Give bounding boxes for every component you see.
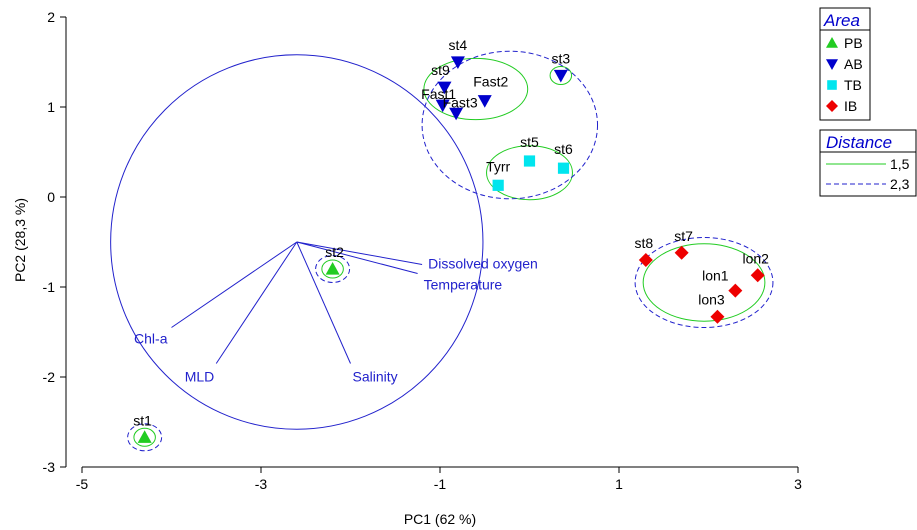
x-tick-label: -5 [76,476,89,492]
point-label: st2 [325,244,344,260]
y-tick-label: -3 [43,459,56,475]
y-tick-label: -1 [43,279,56,295]
distance-contour-2-3 [634,237,774,328]
point-label: st4 [449,37,468,53]
marker-triangle-down [826,59,838,70]
legend-area-label: PB [844,35,863,51]
marker-triangle-up [325,262,340,275]
legend-distance-title: Distance [826,133,892,152]
marker-square [557,162,570,174]
x-tick-label: 1 [615,476,623,492]
distance-contour-1-5 [321,259,344,279]
point-label: lon3 [698,292,725,308]
point-label: st1 [133,412,152,428]
x-tick-label: -1 [434,476,447,492]
marker-triangle-down [437,81,452,95]
distance-contour-2-3 [127,423,163,452]
marker-triangle-down [449,107,464,121]
y-axis-label: PC2 (28,3 %) [12,198,28,282]
distance-contour-1-5 [549,66,573,85]
point-label: Fast2 [473,74,508,90]
legend-area-title: Area [823,11,860,30]
vector-line [215,241,298,364]
vector-line [296,241,351,364]
vector-label: Salinity [353,369,398,385]
legend-area-label: IB [844,98,857,114]
y-tick-label: 0 [47,189,55,205]
point-label: Tyrr [486,158,510,174]
point-label: st6 [554,141,573,157]
marker-diamond [826,100,838,112]
vector-label: Temperature [424,277,503,293]
y-tick-label: -2 [43,369,56,385]
vector-label: Chl-a [134,331,168,347]
vector-label: MLD [185,369,215,385]
distance-contour-2-3 [421,50,599,200]
correlation-circle [110,54,484,430]
vector-line [296,241,423,265]
point-label: st9 [431,62,450,78]
x-tick-label: 3 [794,476,802,492]
legend-distance-box [819,151,917,197]
x-axis-label: PC1 (62 %) [404,511,476,527]
marker-triangle-down [450,56,465,69]
point-label: st5 [520,134,539,150]
marker-square [523,155,536,167]
marker-diamond [728,283,743,298]
x-tick-label: -3 [255,476,268,492]
point-label: st8 [635,235,654,251]
legend-distance: Distance 1,5 2,3 [819,129,917,197]
marker-diamond [674,245,689,260]
marker-diamond [638,253,653,267]
vector-line [171,241,298,328]
distance-contour-2-3 [315,255,351,283]
vector-label: Dissolved oxygen [428,256,538,272]
legend-distance-label: 2,3 [890,176,910,192]
marker-diamond [710,309,725,324]
marker-square [827,80,837,90]
distance-contour-1-5 [133,427,156,447]
distance-contour-1-5 [486,145,573,201]
distance-contours [127,50,774,452]
legend-distance-label: 1,5 [890,156,910,172]
point-label: lon2 [742,250,769,266]
ticks: -5 -3 -1 1 3 -3 -2 -1 0 1 2 [43,9,803,492]
legend-area: Area PB AB TB IB [819,7,871,121]
legend-area-label: TB [844,77,862,93]
marker-square [492,179,504,191]
point-label: Fast3 [443,94,478,110]
y-tick-label: 2 [47,9,55,25]
marker-triangle-up [826,37,838,48]
y-tick-label: 1 [47,99,55,115]
marker-triangle-down [553,69,568,83]
marker-triangle-down [435,99,450,113]
vector-line [296,241,418,274]
marker-triangle-down [477,95,492,108]
point-label: st7 [674,228,693,244]
point-label: st3 [551,51,570,67]
marker-diamond [750,268,765,283]
point-label: Fast1 [421,86,456,102]
vector-overlay: Dissolved oxygen Temperature Chl-a MLD Salin… [110,54,538,430]
legend-area-label: AB [844,56,863,72]
marker-triangle-up [137,430,152,443]
distance-contour-1-5 [423,57,529,121]
point-label: lon1 [702,268,729,284]
distance-contour-1-5 [642,243,766,322]
